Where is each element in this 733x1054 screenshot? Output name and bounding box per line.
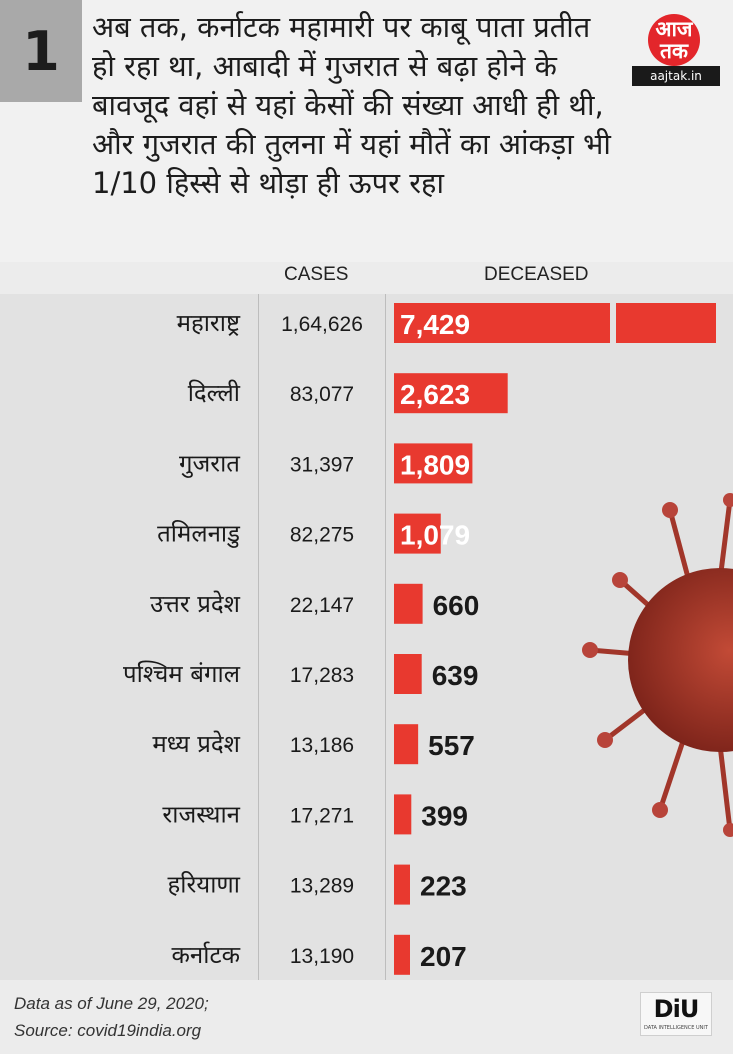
deceased-bar [394, 934, 410, 975]
state-label: मध्य प्रदेश [152, 730, 240, 758]
logo-site: aajtak.in [632, 66, 720, 86]
cases-column-header: CASES [284, 264, 349, 285]
logo-disc [648, 14, 700, 66]
state-label: दिल्ली [188, 379, 241, 407]
deceased-bar-overflow [616, 303, 716, 343]
deceased-value: 1,809 [400, 449, 470, 480]
deceased-value: 639 [432, 660, 479, 691]
deceased-bar [394, 794, 412, 835]
headline: अब तक, कर्नाटक महामारी पर काबू पाता प्रत… [92, 10, 611, 200]
cases-value: 17,283 [290, 664, 354, 687]
virus-illustration [582, 493, 733, 837]
diu-badge: DiU DATA INTELLIGENCE UNIT [640, 992, 712, 1036]
deceased-value: 223 [420, 871, 467, 902]
cases-value: 82,275 [290, 524, 354, 547]
aajtak-logo: आज तक aajtak.in [632, 14, 720, 86]
deceased-bar [394, 443, 473, 484]
cases-value: 22,147 [290, 594, 354, 617]
state-label: महाराष्ट्र [177, 309, 241, 337]
deceased-value: 660 [433, 590, 480, 621]
deceased-bar [394, 654, 422, 694]
deceased-value: 1,079 [400, 520, 470, 551]
deceased-value: 207 [420, 941, 467, 972]
deceased-bar [394, 303, 610, 343]
deceased-value: 7,429 [400, 309, 470, 340]
slide-number: 1 [0, 0, 82, 102]
footer: Data as of June 29, 2020; Source: covid1… [14, 990, 209, 1044]
deceased-bar [394, 583, 423, 624]
deceased-value: 399 [421, 800, 468, 831]
state-label: राजस्थान [162, 800, 240, 828]
cases-value: 31,397 [290, 453, 354, 476]
diu-sub: DATA INTELLIGENCE UNIT [644, 1025, 708, 1031]
chart-area [0, 294, 733, 980]
cases-value: 13,289 [290, 875, 354, 898]
header: 1 अब तक, कर्नाटक महामारी पर काबू पाता प्… [0, 0, 733, 262]
state-label: पश्चिम बंगाल [123, 660, 241, 688]
logo-mark: आज तक [655, 17, 693, 63]
column-divider-right [385, 294, 386, 980]
cases-value: 17,271 [290, 804, 354, 827]
cases-value: 13,190 [290, 945, 354, 968]
state-label: गुजरात [179, 449, 241, 478]
deceased-bar [394, 513, 441, 554]
data-date-note: Data as of June 29, 2020; [14, 994, 209, 1013]
deceased-value: 557 [428, 730, 475, 761]
state-label: कर्नाटक [172, 941, 241, 969]
deceased-column-header: DECEASED [484, 264, 589, 285]
column-divider-left [258, 294, 259, 980]
diu-label: DiU [653, 995, 700, 1023]
deceased-bar [394, 373, 508, 414]
state-label: उत्तर प्रदेश [150, 590, 241, 618]
cases-value: 1,64,626 [281, 313, 363, 336]
source-note: Source: covid19india.org [14, 1021, 202, 1040]
deceased-bar [394, 724, 419, 765]
cases-value: 83,077 [290, 383, 354, 406]
deceased-bar [394, 864, 410, 905]
state-label: तमिलनाडु [157, 520, 241, 549]
deceased-value: 2,623 [400, 379, 470, 410]
state-label: हरियाणा [168, 871, 241, 899]
cases-value: 13,186 [290, 734, 354, 757]
